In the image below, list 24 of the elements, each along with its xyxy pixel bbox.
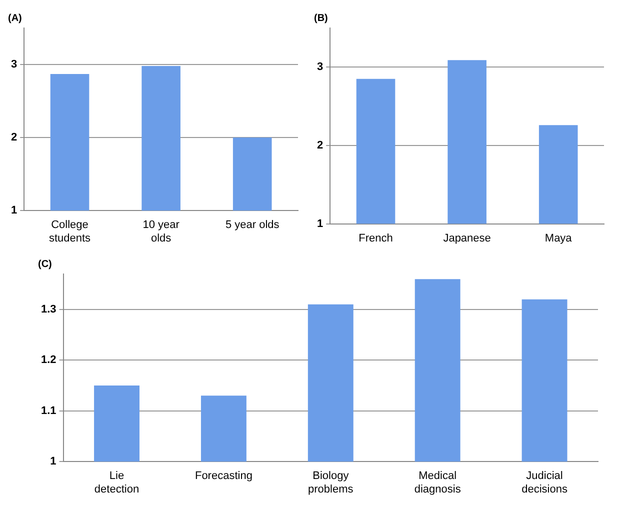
chart-title: (B)	[314, 12, 328, 24]
x-tick-label: Japanese	[443, 232, 491, 244]
y-tick-label: 2	[10, 132, 18, 144]
x-tick-label: Lie detection	[94, 470, 140, 496]
y-tick-label: 1.2	[40, 354, 56, 366]
y-tick-label: 3	[316, 61, 324, 74]
y-tick-label: 1	[10, 204, 18, 217]
x-tick-label: College students	[48, 219, 92, 244]
y-tick-label: 1	[316, 218, 324, 230]
y-tick-label: 1.3	[40, 304, 56, 316]
x-tick-label: Forecasting	[194, 470, 252, 482]
x-tick-label: Medical diagnosis	[414, 470, 462, 496]
x-tick-label: Maya	[544, 232, 573, 244]
y-tick-label: 1	[50, 456, 56, 468]
x-tick-label: Biology problems	[308, 470, 354, 496]
y-tick-label: 2	[316, 140, 324, 152]
x-tick-label: 5 year olds	[225, 219, 280, 232]
chart-title: (A)	[8, 12, 22, 24]
chart-title: (C)	[38, 258, 52, 270]
y-tick-label: 1.1	[40, 404, 56, 417]
x-tick-label: Judicial decisions	[522, 470, 568, 496]
x-tick-label: French	[358, 232, 393, 244]
y-tick-label: 3	[10, 58, 18, 71]
x-tick-label: 10 year olds	[142, 219, 180, 244]
